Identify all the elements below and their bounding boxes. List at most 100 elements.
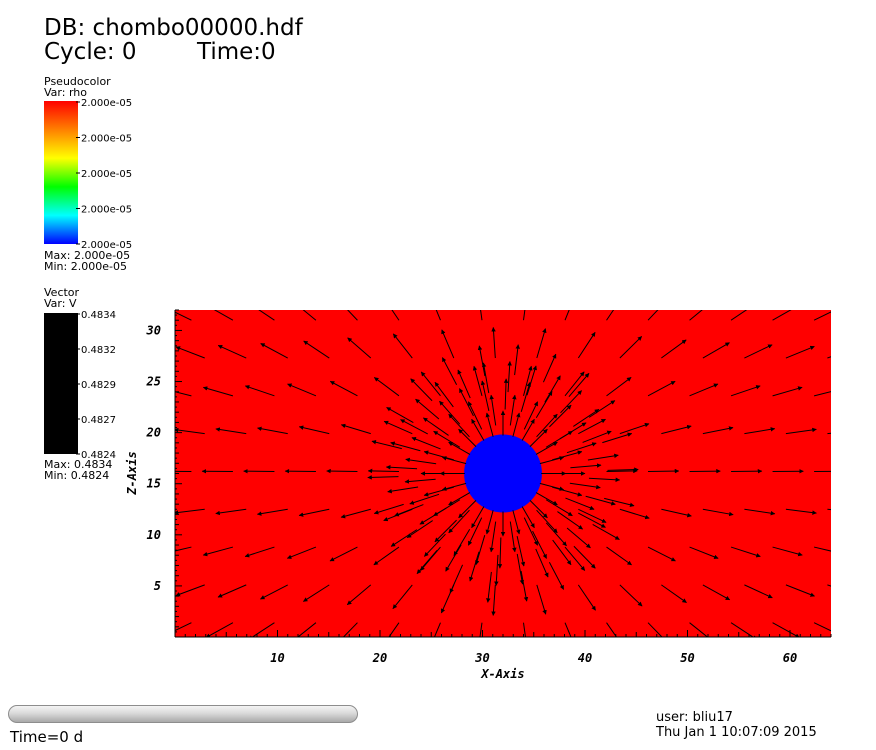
vector-arrow	[448, 441, 471, 455]
vector-arrow	[424, 533, 446, 557]
vector-arrow	[542, 353, 557, 383]
vector-arrow	[785, 345, 815, 359]
vector-arrow	[477, 345, 486, 377]
vector-arrow	[298, 425, 330, 435]
vector-arrow	[469, 551, 480, 582]
pseudocolor-tick-label: 2.000e-05	[81, 205, 132, 216]
y-tick-label: 30	[146, 323, 161, 337]
vector-arrow	[588, 477, 621, 482]
vector-arrow	[449, 564, 464, 594]
vector-tick-label: 0.4829	[81, 380, 116, 391]
vector-arrow	[202, 546, 234, 557]
vector-arrow	[526, 365, 537, 396]
vector-arrow	[481, 362, 490, 394]
vector-arrow	[539, 482, 565, 491]
vector-arrow	[489, 521, 497, 553]
vector-arrow	[552, 539, 572, 566]
vector-arrow	[602, 432, 633, 444]
pseudocolor-tick-label: 2.000e-05	[81, 98, 132, 109]
time-slider[interactable]	[8, 705, 358, 723]
vector-arrow	[544, 375, 561, 403]
vector-arrow	[535, 391, 553, 418]
vector-arrow	[373, 546, 400, 566]
vector-arrow	[545, 499, 573, 517]
vector-arrow	[559, 422, 587, 440]
vector-arrow	[213, 310, 234, 321]
vector-arrow	[702, 584, 731, 601]
vector-arrow	[383, 420, 413, 435]
vector-arrow	[516, 536, 526, 567]
vector-arrow	[689, 383, 719, 397]
vector-arrow	[689, 622, 709, 637]
vector-arrow	[785, 508, 817, 515]
vector-arrow	[459, 388, 474, 417]
vector-arrow	[566, 527, 591, 549]
vector-arrow	[491, 326, 496, 359]
vector-arrow	[302, 310, 317, 321]
vector-arrow	[661, 339, 687, 359]
vector-arrow	[577, 584, 596, 611]
vector-arrow	[439, 400, 461, 425]
y-tick-label: 5	[154, 579, 161, 593]
vector-arrow	[419, 507, 447, 525]
vector-arrow	[582, 430, 612, 443]
vector-arrow	[435, 310, 441, 321]
database-title: DB: chombo00000.hdf	[44, 15, 303, 41]
vector-legend-title: Vector	[44, 286, 80, 299]
vector-arrow	[175, 584, 205, 597]
vector-arrow	[406, 520, 433, 539]
vector-arrow	[367, 475, 399, 480]
vector-arrow	[606, 468, 638, 474]
vector-arrow	[303, 340, 330, 359]
vector-arrow	[303, 584, 330, 602]
vector-arrow	[661, 584, 687, 603]
pseudocolor-legend-min: Min: 2.000e-05	[44, 260, 127, 273]
vector-arrow	[409, 493, 440, 505]
vector-arrow	[400, 419, 428, 435]
vector-arrow	[689, 310, 703, 321]
vector-arrow	[416, 550, 438, 574]
vector-arrow	[485, 510, 494, 535]
vector-arrow	[772, 546, 803, 557]
vector-arrow	[420, 546, 441, 571]
vector-arrow	[257, 426, 288, 435]
vector-arrow	[507, 361, 512, 393]
vector-arrow	[392, 333, 413, 359]
vector-arrow	[448, 492, 471, 506]
y-tick-label: 20	[146, 426, 161, 440]
vector-arrow	[587, 453, 619, 461]
vector-arrow	[529, 500, 548, 519]
vector-arrow	[539, 456, 565, 465]
vector-arrow	[297, 622, 317, 637]
x-tick-label: 60	[783, 651, 797, 665]
vector-arrow	[516, 553, 525, 585]
vector-arrow	[827, 508, 831, 511]
vector-arrow	[785, 427, 817, 435]
time-label: Time:0	[197, 39, 276, 65]
vector-arrow	[529, 428, 548, 447]
vector-arrow	[298, 508, 330, 517]
vector-arrow	[578, 418, 606, 435]
vector-tick-label: 0.4827	[81, 415, 116, 426]
vector-arrow	[458, 428, 477, 447]
vector-arrow	[471, 506, 485, 529]
vector-arrow	[573, 545, 596, 569]
vector-arrow	[557, 511, 583, 530]
vector-arrow	[592, 523, 620, 540]
vector-arrow	[549, 404, 572, 428]
vector-arrow	[564, 371, 585, 397]
vector-arrow	[329, 380, 358, 397]
vector-arrow	[485, 412, 494, 437]
vector-arrow	[448, 509, 470, 534]
vector-arrow	[441, 357, 458, 385]
vector-arrow	[405, 457, 437, 465]
vector-colorbar	[44, 313, 78, 454]
vector-arrow	[619, 508, 650, 520]
vector-arrow	[423, 417, 449, 436]
vector-legend-max: Max: 0.4834	[44, 458, 112, 471]
vector-arrow	[564, 310, 570, 321]
vector-arrow	[404, 478, 436, 484]
vector-arrow	[744, 344, 773, 359]
vector-arrow	[244, 546, 275, 558]
